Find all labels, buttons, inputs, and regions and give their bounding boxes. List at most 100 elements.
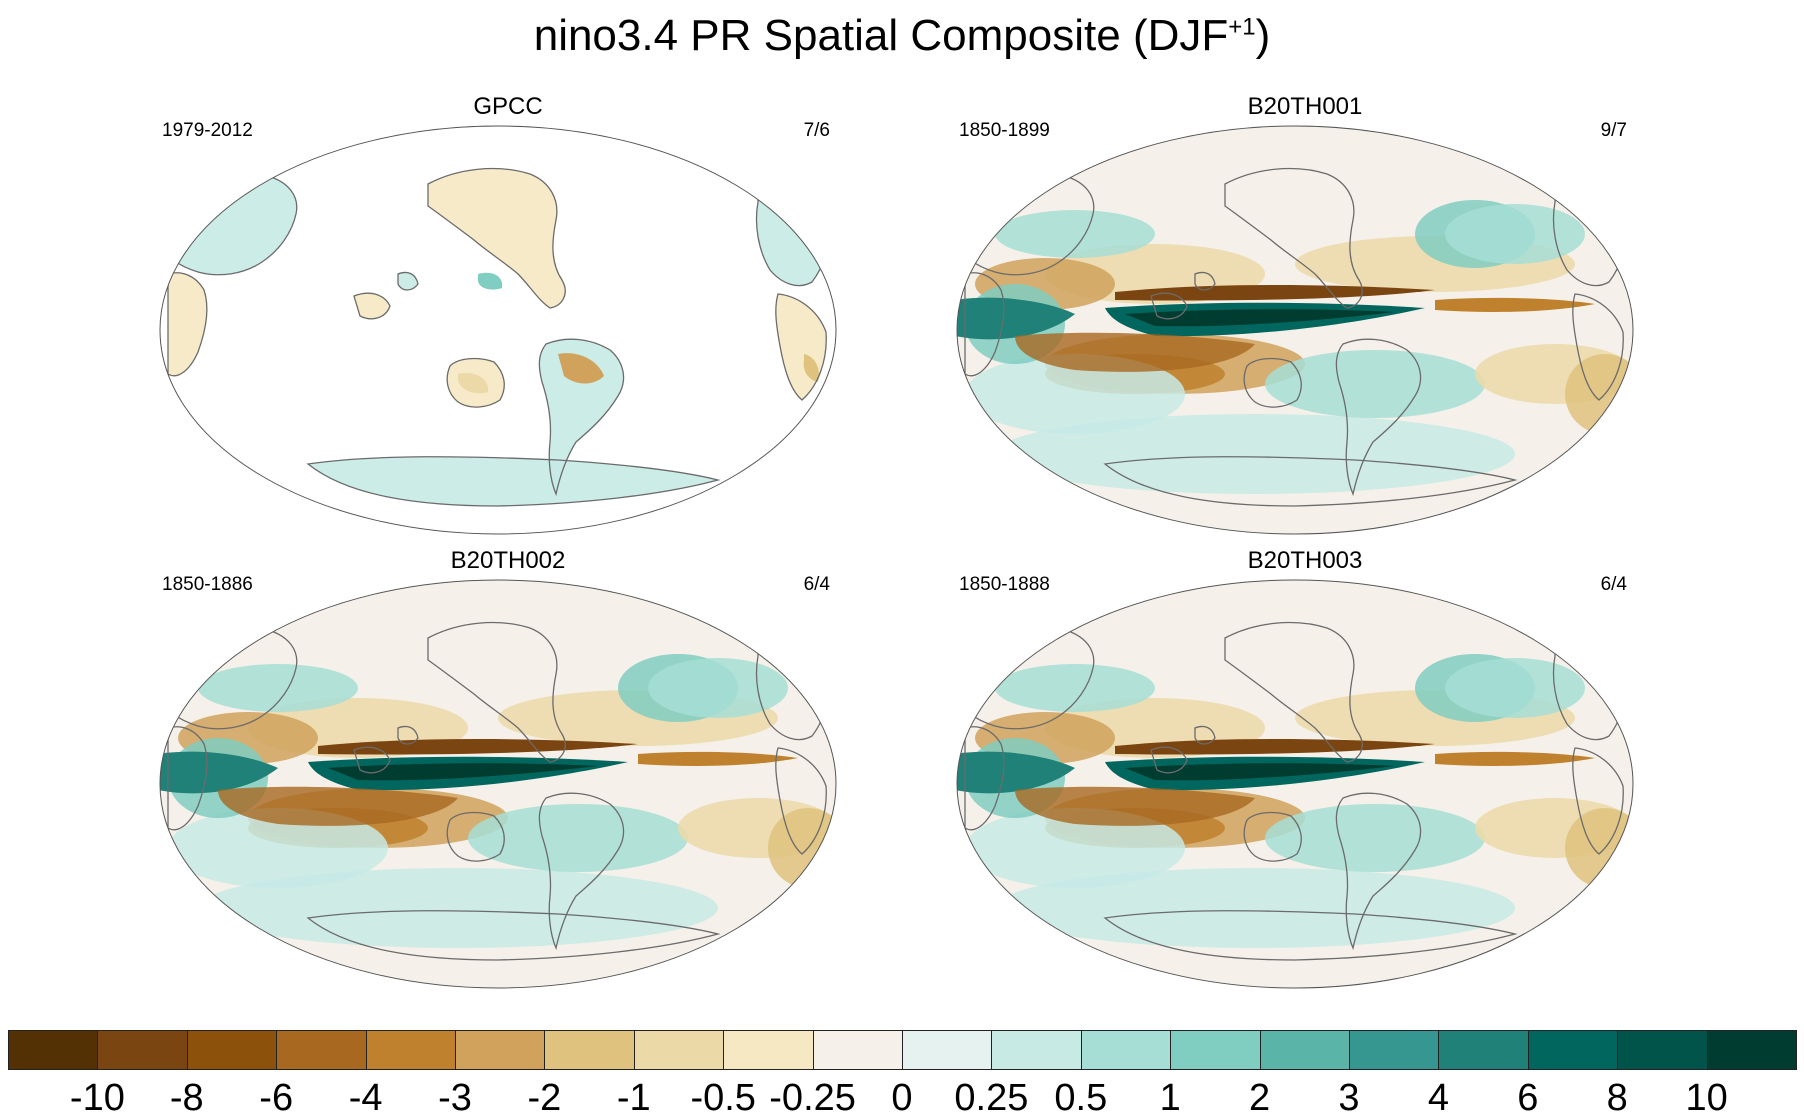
coastline bbox=[306, 456, 719, 507]
coastline bbox=[1103, 910, 1516, 961]
dry-band bbox=[638, 751, 798, 766]
panel-years: 1850-1886 bbox=[162, 574, 253, 595]
coastline bbox=[353, 292, 391, 320]
panel-years: 1850-1899 bbox=[959, 120, 1050, 141]
colorbar-tick-label: -0.25 bbox=[769, 1077, 856, 1119]
land-anomaly bbox=[539, 339, 624, 494]
panel-title: B20TH001 bbox=[1247, 93, 1363, 120]
anomaly-patch bbox=[168, 808, 388, 888]
wet-tongue bbox=[160, 751, 278, 794]
colorbar-tick-label: 3 bbox=[1338, 1077, 1360, 1119]
colorbar-tick-label: -0.5 bbox=[690, 1077, 756, 1119]
colorbar-tick-label: 0.5 bbox=[1054, 1077, 1108, 1119]
anomaly-patch bbox=[995, 664, 1155, 712]
panel-years: 1850-1888 bbox=[959, 574, 1050, 595]
map-panel-gpcc: GPCC 1979-2012 7/6 bbox=[158, 93, 858, 535]
map-field bbox=[160, 126, 836, 534]
colorbar-swatch bbox=[1527, 1030, 1619, 1070]
wet-tongue bbox=[957, 297, 1075, 340]
coastline bbox=[1194, 271, 1216, 291]
panel-title: GPCC bbox=[473, 93, 543, 120]
anomaly-patch bbox=[995, 210, 1155, 258]
colorbar-swatch bbox=[455, 1030, 546, 1070]
colorbar-tick-label: 0 bbox=[891, 1077, 913, 1119]
colorbar-tick-label: -10 bbox=[69, 1077, 125, 1119]
map-border bbox=[956, 125, 1634, 535]
coastline bbox=[1224, 621, 1363, 763]
map-panel-b20th002: B20TH002 1850-1886 6/4 bbox=[158, 547, 858, 989]
colorbar-tick-label: 10 bbox=[1685, 1077, 1728, 1119]
coastline bbox=[964, 272, 1005, 377]
coastline bbox=[446, 357, 505, 408]
panel-count: 7/6 bbox=[803, 120, 830, 141]
coastline bbox=[167, 726, 208, 831]
anomaly-patch bbox=[965, 808, 1185, 888]
wet-tongue bbox=[1125, 309, 1395, 327]
anomaly-patch bbox=[995, 414, 1515, 494]
anomaly-patch bbox=[478, 272, 503, 290]
panel-title: B20TH002 bbox=[450, 547, 566, 574]
panel-years: 1979-2012 bbox=[162, 120, 253, 141]
anomaly-patch bbox=[1445, 204, 1585, 264]
coastline bbox=[1194, 725, 1216, 745]
anomaly-patch bbox=[198, 868, 718, 948]
map-border bbox=[956, 579, 1634, 989]
land-anomaly bbox=[308, 456, 718, 506]
colorbar-tick-label: 8 bbox=[1606, 1077, 1628, 1119]
colorbar-swatch bbox=[1170, 1030, 1261, 1070]
world-map bbox=[159, 125, 837, 535]
colorbar-tick-label: -4 bbox=[348, 1077, 383, 1119]
panel-count: 9/7 bbox=[1600, 120, 1627, 141]
anomaly-patch bbox=[458, 372, 489, 394]
world-map bbox=[956, 125, 1634, 535]
colorbar-swatch bbox=[97, 1030, 188, 1070]
colorbar-tick-label: -3 bbox=[438, 1077, 472, 1119]
colorbar-labels: -10 -8 -6 -4 -3 -2 -1 -0.5 -0.25 0 0.25 0.5 1 2 3 4 6 8 10 bbox=[0, 1078, 1804, 1118]
colorbar-swatch bbox=[1259, 1030, 1350, 1070]
anomaly-patch bbox=[1265, 804, 1485, 872]
anomaly-patch bbox=[965, 354, 1185, 434]
colorbar-tick-label: 0.25 bbox=[954, 1077, 1029, 1119]
colorbar-swatch bbox=[544, 1030, 635, 1070]
coastline bbox=[1335, 792, 1422, 951]
figure-title: nino3.4 PR Spatial Composite (DJF+1) bbox=[533, 11, 1271, 60]
coastline bbox=[167, 272, 208, 377]
coastline bbox=[353, 746, 391, 774]
coastline bbox=[775, 293, 827, 401]
colorbar-swatch bbox=[723, 1030, 814, 1070]
anomaly-patch bbox=[648, 658, 788, 718]
anomaly-patch bbox=[198, 664, 358, 712]
world-map bbox=[159, 579, 837, 989]
coastline bbox=[1243, 357, 1302, 408]
colorbar-swatch bbox=[991, 1030, 1082, 1070]
colorbar-swatch bbox=[276, 1030, 367, 1070]
land-anomaly bbox=[398, 272, 418, 290]
map-border bbox=[159, 125, 837, 535]
colorbar-swatch bbox=[812, 1030, 903, 1070]
colorbar-tick-label: -6 bbox=[259, 1077, 294, 1119]
coastline bbox=[1150, 292, 1188, 320]
colorbar-tick-label: -2 bbox=[527, 1077, 562, 1119]
coastline bbox=[397, 271, 419, 291]
anomaly-patch bbox=[995, 868, 1515, 948]
colorbar-tick-label: 2 bbox=[1249, 1077, 1271, 1119]
dry-band bbox=[1015, 332, 1255, 372]
coastline bbox=[446, 811, 505, 862]
colorbar-swatch bbox=[1349, 1030, 1440, 1070]
colorbar-tick-label: -8 bbox=[169, 1077, 204, 1119]
dry-band bbox=[1115, 285, 1435, 301]
colorbar-tick-label: 1 bbox=[1159, 1077, 1181, 1119]
world-map bbox=[956, 579, 1634, 989]
coastline bbox=[427, 621, 566, 763]
colorbar-tick-label: 4 bbox=[1427, 1077, 1449, 1119]
colorbar-swatch bbox=[1438, 1030, 1529, 1070]
colorbar-swatch bbox=[902, 1030, 993, 1070]
map-field bbox=[957, 580, 1633, 988]
colorbar-swatch bbox=[8, 1030, 99, 1070]
colorbar-tick-label: -1 bbox=[616, 1077, 651, 1119]
panel-count: 6/4 bbox=[803, 574, 830, 595]
land-anomaly bbox=[428, 168, 566, 308]
dry-band bbox=[318, 739, 638, 755]
land-anomaly bbox=[168, 272, 207, 376]
anomaly-patch bbox=[468, 804, 688, 872]
